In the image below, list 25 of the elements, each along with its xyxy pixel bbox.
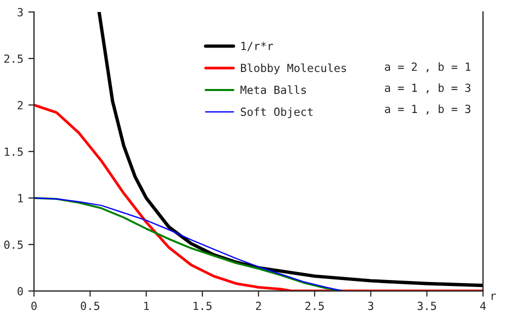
legend-label: Soft Object — [240, 107, 313, 118]
y-tick-label: 3 — [18, 8, 23, 16]
annotation: a = 1 , b = 3 — [384, 83, 470, 94]
x-tick-label: 2.5 — [305, 302, 324, 310]
x-tick-label: 0.5 — [80, 302, 100, 310]
x-tick-label: 1 — [144, 302, 149, 310]
x-axis-title: r — [492, 294, 496, 300]
legend-label: Blobby Molecules — [240, 63, 346, 74]
x-tick-label: 3.5 — [418, 302, 436, 310]
y-tick-label: 1.5 — [4, 148, 23, 156]
annotation: a = 1 , b = 3 — [384, 104, 470, 115]
legend-label: 1/r*r — [241, 42, 274, 52]
line-series — [97, 12, 483, 288]
x-tick-label: 1.5 — [194, 302, 212, 310]
y-tick-label: 2.5 — [4, 54, 23, 63]
x-tick-label: 2 — [256, 302, 261, 310]
x-tick-label: 3 — [368, 302, 374, 310]
y-tick-label: 0 — [18, 287, 23, 296]
annotation: a = 2 , b = 1 — [384, 62, 470, 72]
legend-label: Meta Balls — [240, 85, 306, 94]
x-tick-label: 4 — [480, 302, 486, 310]
y-tick-label: 1 — [18, 194, 23, 202]
x-tick-label: 0 — [31, 302, 37, 310]
y-tick-label: 0.5 — [4, 240, 23, 249]
y-tick-label: 2 — [18, 101, 23, 110]
